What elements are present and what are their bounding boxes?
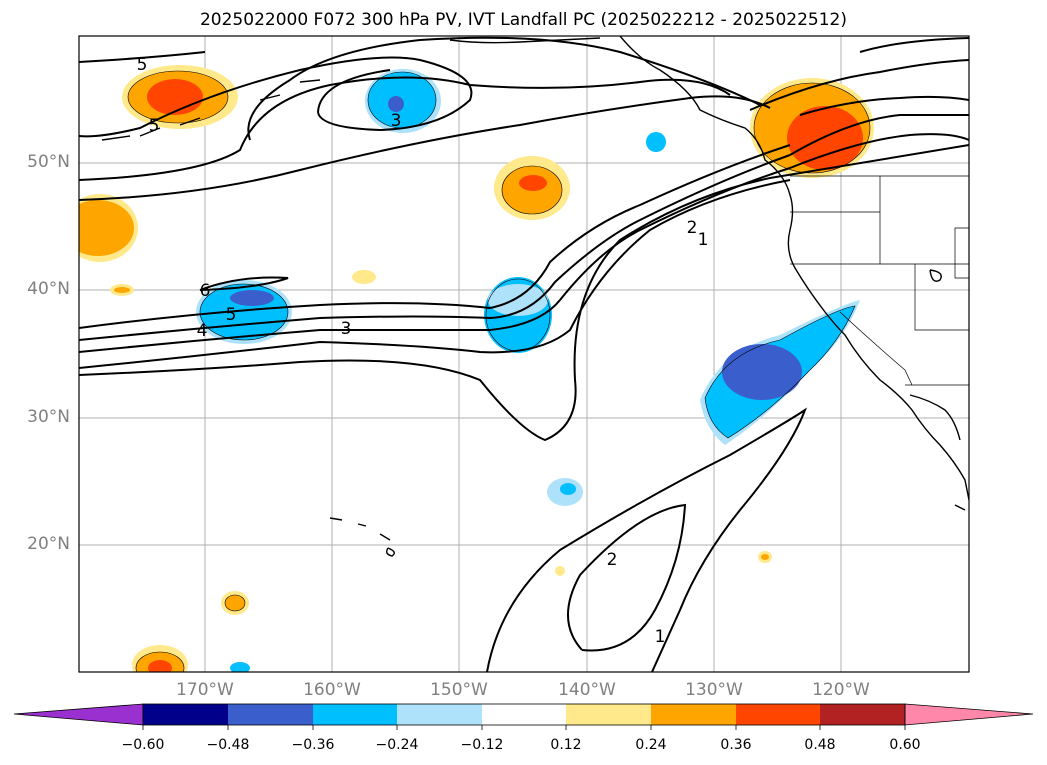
- colorbar-tick-label: 0.60: [889, 737, 921, 753]
- colorbar-tick-label: −0.48: [206, 737, 250, 753]
- pv-contours: [79, 36, 969, 672]
- contour-label: 4: [197, 321, 208, 341]
- colorbar-tick-label: 0.24: [635, 737, 667, 753]
- colorbar-tick-label: −0.60: [121, 737, 165, 753]
- contour-label: 2: [687, 218, 698, 238]
- contour-label: 1: [698, 230, 709, 250]
- lat-label-30n: 30°N: [27, 407, 70, 427]
- colorbar-tick-label: −0.24: [375, 737, 419, 753]
- contour-label: 6: [200, 281, 211, 301]
- colorbar-tick-label: 0.12: [550, 737, 582, 753]
- contour-label: 3: [341, 319, 352, 339]
- map-frame: [78, 35, 970, 673]
- colorbar-tick-label: 0.36: [720, 737, 752, 753]
- negative-anomaly-shading: [196, 69, 860, 672]
- lon-label-140w: 140°W: [558, 680, 616, 700]
- lon-label-120w: 120°W: [812, 680, 870, 700]
- contour-label: 3: [391, 111, 402, 131]
- borders: [790, 175, 969, 386]
- contour-label: 2: [607, 550, 618, 570]
- colorbar-tick-label: 0.48: [804, 737, 836, 753]
- contour-label: 5: [149, 116, 160, 136]
- colorbar: [13, 703, 1034, 730]
- lat-label-20n: 20°N: [27, 534, 70, 554]
- colorbar-tick-label: −0.12: [460, 737, 504, 753]
- coastlines: [101, 36, 969, 557]
- contour-label: 5: [137, 55, 148, 75]
- lon-label-130w: 130°W: [685, 680, 743, 700]
- page-title: 2025022000 F072 300 hPa PV, IVT Landfall…: [199, 10, 847, 30]
- contour-label: 1: [655, 627, 666, 647]
- lat-label-40n: 40°N: [27, 279, 70, 299]
- lon-label-160w: 160°W: [303, 680, 361, 700]
- contour-label: 5: [226, 305, 237, 325]
- lat-label-50n: 50°N: [27, 152, 70, 172]
- lon-label-150w: 150°W: [430, 680, 488, 700]
- colorbar-tick-label: −0.36: [291, 737, 335, 753]
- lon-label-170w: 170°W: [176, 680, 234, 700]
- contour-labels: 5 5 3 6 5 4 3 2 1 2 1: [137, 55, 709, 647]
